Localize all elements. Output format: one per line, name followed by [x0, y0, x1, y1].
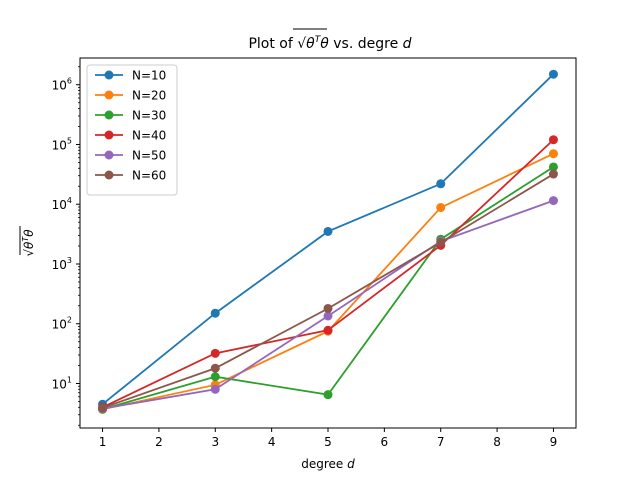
title-prefix: Plot of	[248, 36, 297, 52]
data-point	[323, 311, 333, 321]
y-tick-label: 104	[52, 196, 72, 212]
data-point	[210, 348, 220, 358]
legend-label: N=40	[132, 129, 166, 143]
data-point	[436, 203, 446, 213]
data-point	[210, 372, 220, 382]
title-radicand-sup: T	[315, 35, 322, 45]
legend-label: N=10	[132, 69, 166, 83]
legend-label: N=60	[132, 169, 166, 183]
data-point	[323, 390, 333, 400]
data-point	[548, 135, 558, 145]
x-tick-label: 6	[381, 435, 389, 449]
x-tick-label: 2	[155, 435, 163, 449]
legend-entry: N=60	[95, 169, 166, 183]
y-axis-label-tail: θ	[22, 229, 36, 237]
data-point	[210, 308, 220, 318]
svg-text:√θTθ: √θTθ	[21, 229, 36, 257]
legend-marker	[104, 90, 114, 100]
x-tick-label: 5	[324, 435, 332, 449]
title-middle: vs. degre	[329, 36, 403, 52]
data-point	[436, 179, 446, 189]
data-point	[548, 169, 558, 179]
legend-label: N=30	[132, 109, 166, 123]
x-tick-label: 9	[550, 435, 558, 449]
legend-marker	[104, 150, 114, 160]
y-tick-label: 102	[52, 316, 72, 332]
legend-entry: N=40	[95, 129, 166, 143]
title-radicand-base: θ	[306, 36, 315, 52]
legend-entry: N=20	[95, 89, 166, 103]
legend-marker	[104, 70, 114, 80]
series-line	[102, 173, 554, 409]
y-tick-label: 101	[52, 375, 72, 391]
x-tick-label: 8	[493, 435, 501, 449]
legend-entry: N=30	[95, 109, 166, 123]
x-tick-label: 4	[268, 435, 276, 449]
title-radicand-tail: θ	[320, 36, 329, 52]
series-n-10	[98, 69, 558, 409]
y-axis-label-sup: T	[21, 236, 30, 242]
x-axis-label-text: degree	[301, 457, 347, 471]
legend-marker	[104, 110, 114, 120]
data-point	[548, 162, 558, 172]
y-minor-ticks	[78, 66, 80, 426]
y-tick-label: 106	[52, 77, 72, 93]
data-point	[210, 363, 220, 373]
y-axis-ticks: 101 102 103 104 105 106	[52, 77, 80, 391]
data-point	[548, 69, 558, 79]
series-layer	[98, 69, 558, 414]
x-tick-label: 7	[437, 435, 445, 449]
x-axis-label-var: d	[347, 457, 355, 471]
title-var: d	[403, 36, 412, 52]
chart-title: Plot of √θTθ vs. degre d	[248, 35, 411, 52]
x-tick-label: 3	[211, 435, 219, 449]
y-axis-label-base: θ	[22, 241, 36, 249]
data-point	[548, 196, 558, 206]
y-tick-label: 105	[52, 136, 72, 152]
legend-marker	[104, 170, 114, 180]
data-point	[210, 384, 220, 394]
x-axis-label: degree d	[301, 457, 355, 471]
legend-label: N=50	[132, 149, 166, 163]
x-tick-label: 1	[99, 435, 107, 449]
legend-entry: N=50	[95, 149, 166, 163]
legend-marker	[104, 130, 114, 140]
data-point	[436, 237, 446, 247]
legend-entry: N=10	[95, 69, 166, 83]
data-point	[548, 149, 558, 159]
data-point	[323, 226, 333, 236]
data-point	[98, 403, 108, 413]
legend: N=10 N=20 N=30 N=40 N=50 N=60	[86, 64, 178, 196]
data-point	[323, 325, 333, 335]
x-axis-ticks: 1 2 3 4 5 6 7 8 9	[99, 428, 558, 449]
y-axis-label-sqrt-sign: √	[22, 249, 36, 257]
title-sqrt-sign: √	[297, 36, 306, 52]
series-n-60	[98, 169, 558, 413]
legend-label: N=20	[132, 89, 166, 103]
y-axis-label: √θTθ	[19, 226, 36, 257]
y-tick-label: 103	[52, 256, 72, 272]
data-point	[323, 303, 333, 313]
